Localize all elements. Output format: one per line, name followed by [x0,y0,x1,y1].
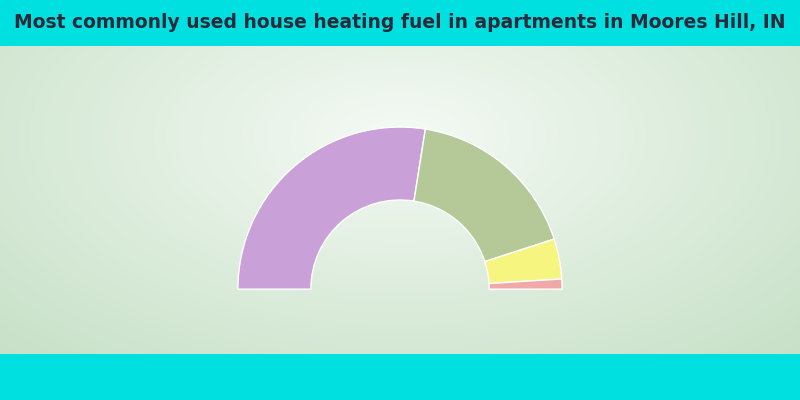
Text: Most commonly used house heating fuel in apartments in Moores Hill, IN: Most commonly used house heating fuel in… [14,14,786,32]
Wedge shape [238,127,426,289]
Wedge shape [485,239,562,284]
Wedge shape [489,279,562,289]
Wedge shape [414,129,554,262]
